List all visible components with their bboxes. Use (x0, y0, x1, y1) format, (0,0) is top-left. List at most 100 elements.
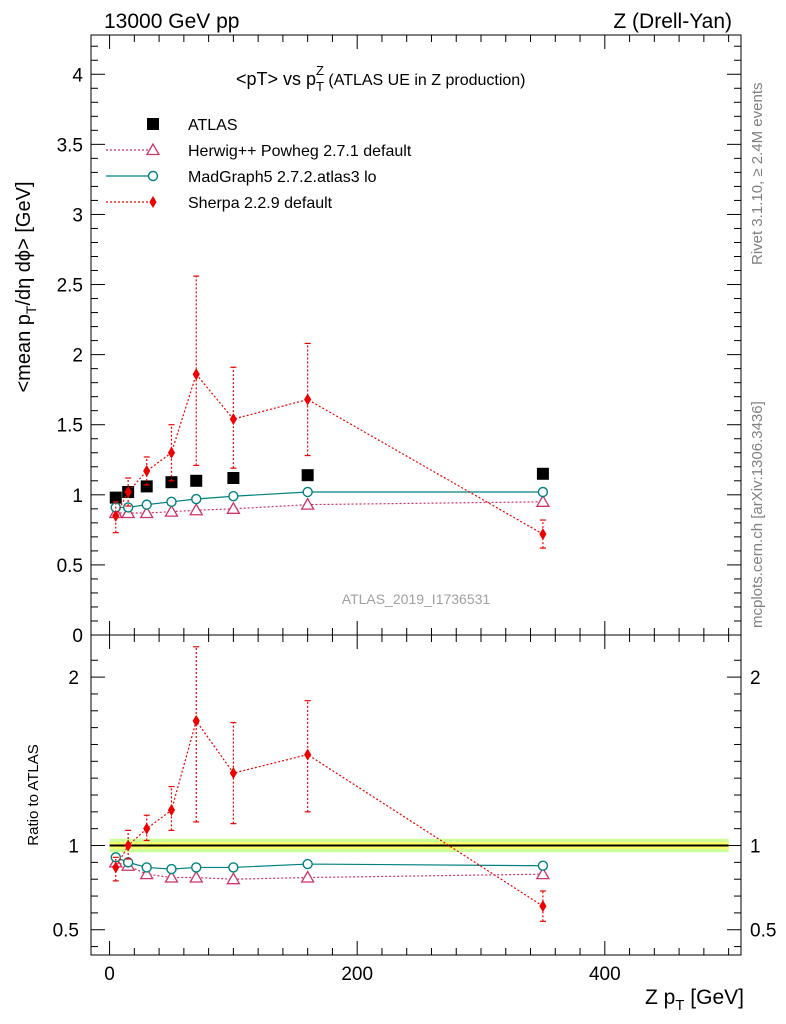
ratio-sherpa-point (124, 839, 132, 852)
main-herwig-point (139, 505, 154, 519)
main-madgraph5-point (141, 499, 152, 510)
main-atlas-point (190, 474, 203, 487)
legend-marker (145, 142, 161, 156)
legend-label: ATLAS (188, 117, 238, 134)
ratio-y-tick-label: 1 (68, 837, 79, 858)
legend-marker (147, 170, 159, 182)
x-tick-label: 200 (341, 964, 373, 985)
main-herwig-point (535, 494, 551, 507)
ratio-herwig-point (300, 870, 315, 883)
ratio-y-tick-label-right: 0.5 (750, 921, 776, 942)
main-y-tick-label: 4 (72, 65, 83, 86)
ylabel-post: /dη dϕ> [GeV] (13, 181, 35, 305)
x-axis-label: Z pT [GeV] (645, 986, 744, 1014)
ratio-sherpa-line (115, 719, 544, 907)
ratio-madgraph5-point (141, 862, 152, 873)
title-main: <pT> vs p (236, 69, 316, 89)
xlabel-sub: T (675, 997, 684, 1014)
main-madgraph5-point (191, 493, 202, 505)
ratio-frame (90, 634, 742, 956)
main-sherpa-point (143, 464, 151, 477)
legend-marker (149, 196, 157, 208)
mcplots-label: mcplots.cern.ch [arXiv:1306.3436] (749, 401, 766, 628)
ylabel-sub: T (23, 305, 39, 314)
main-atlas-point (140, 480, 153, 493)
main-sherpa-point (192, 368, 200, 381)
ratio-madgraph5-point (302, 858, 313, 870)
ylabel-pre: <mean p (13, 314, 35, 392)
chart-title: <pT> vs pTZ (ATLAS UE in Z production) (236, 63, 526, 94)
main-atlas-point (227, 471, 240, 484)
main-sherpa-point (229, 413, 237, 426)
main-y-tick-label: 1.5 (57, 416, 83, 437)
ratio-y-axis-label: Ratio to ATLAS (25, 744, 42, 845)
main-madgraph5-point (537, 486, 549, 498)
main-herwig-point (189, 502, 204, 516)
main-herwig-point (300, 497, 315, 510)
ratio-sherpa-point (304, 748, 312, 761)
x-tick-label: 400 (589, 964, 621, 985)
main-atlas-point (536, 467, 549, 480)
ratio-herwig-point (226, 871, 241, 885)
main-sherpa-point (539, 528, 547, 541)
ratio-madgraph5-point (228, 862, 239, 873)
ratio-madgraph5-point (191, 862, 202, 873)
main-y-tick-label: 2.5 (57, 276, 83, 297)
main-y-tick-label: 2 (72, 346, 83, 367)
ratio-sherpa-point (112, 861, 120, 874)
ratio-herwig-point (139, 866, 154, 880)
legend-label: Sherpa 2.2.9 default (188, 195, 333, 212)
legend-label: MadGraph5 2.7.2.atlas3 lo (188, 169, 377, 186)
ratio-sherpa-point (539, 900, 547, 913)
header-right: Z (Drell-Yan) (613, 10, 732, 33)
main-herwig-line (115, 501, 543, 514)
ratio-herwig-point (164, 870, 179, 883)
main-atlas-point (109, 491, 122, 504)
main-herwig-point (164, 504, 179, 517)
xlabel-pre: Z p (645, 986, 675, 1009)
main-y-tick-label: 0.5 (57, 556, 83, 577)
legend-marker (147, 118, 159, 130)
ratio-sherpa-point (229, 767, 237, 780)
ratio-herwig-point (189, 870, 204, 883)
main-panel: 0 0.5 1 1.5 2 2.5 3 3.5 4 0 200 400 0.5 0.5 1 1 2 2 <pT> … (13, 34, 776, 985)
ratio-sherpa-point (143, 822, 151, 835)
title-sub: T (316, 79, 324, 94)
xlabel-post: [GeV] (684, 986, 744, 1009)
main-atlas-point (301, 469, 314, 482)
main-madgraph5-point (166, 496, 177, 508)
main-y-tick-label: 3 (72, 205, 83, 226)
ratio-madgraph5-point (537, 860, 549, 871)
main-atlas-point (165, 476, 178, 489)
main-y-tick-label: 0 (72, 626, 83, 647)
main-sherpa-point (112, 509, 120, 522)
legend-label: Herwig++ Powheg 2.7.1 default (188, 143, 412, 160)
main-y-tick-label: 3.5 (57, 135, 83, 156)
ratio-herwig-point (535, 866, 551, 880)
ratio-madgraph5-point (166, 863, 177, 875)
legend: ATLAS Herwig++ Powheg 2.7.1 default MadGra… (106, 117, 412, 212)
rivet-label: Rivet 3.1.10, ≥ 2.4M events (749, 83, 766, 266)
watermark: ATLAS_2019_I1736531 (342, 591, 491, 607)
main-madgraph5-point (122, 502, 134, 513)
ratio-y-tick-label-right: 1 (750, 837, 761, 858)
main-y-tick-label: 1 (72, 486, 83, 507)
ratio-y-tick-label: 0.5 (53, 921, 79, 942)
title-suffix: (ATLAS UE in Z production) (324, 72, 526, 89)
main-sherpa-point (304, 393, 312, 406)
x-tick-label: 0 (104, 964, 115, 985)
main-herwig-point (226, 501, 241, 514)
ratio-sherpa-point (167, 804, 176, 817)
ratio-panel: Ratio to ATLAS Z pT [GeV] (25, 634, 744, 1014)
ratio-sherpa-point (192, 714, 200, 727)
main-sherpa-point (167, 446, 176, 459)
header-left: 13000 GeV pp (104, 10, 239, 33)
main-madgraph5-point (228, 491, 239, 502)
main-madgraph5-point (302, 486, 313, 498)
main-y-axis-label: <mean pT/dη dϕ> [GeV] (13, 181, 39, 392)
title-sup: Z (316, 63, 324, 78)
ratio-y-tick-label: 2 (68, 668, 79, 689)
ratio-y-tick-label-right: 2 (750, 668, 761, 689)
main-sherpa-point (124, 486, 132, 499)
